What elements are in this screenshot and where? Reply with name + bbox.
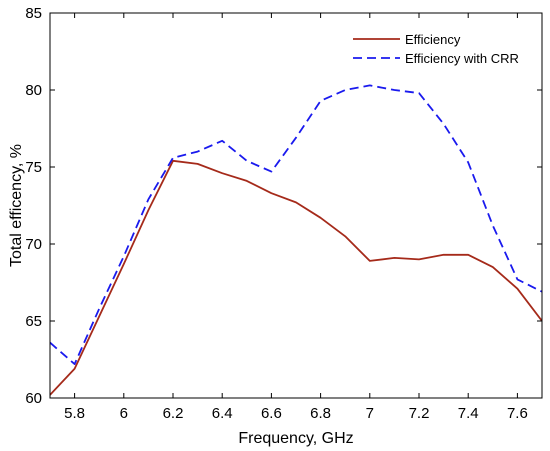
y-axis: 60 65 70 75 80 85 — [25, 5, 542, 407]
x-axis-label: Frequency, GHz — [238, 430, 353, 447]
x-tick-label: 6.6 — [261, 405, 282, 422]
y-tick-label: 60 — [25, 390, 42, 407]
x-tick-label: 6 — [120, 405, 128, 422]
series-line-efficiency-with-crr — [50, 84, 542, 366]
legend-label-efficiency: Efficiency — [405, 32, 461, 47]
legend-label-efficiency-with-crr: Efficiency with CRR — [405, 51, 519, 66]
x-tick-label: 6.4 — [212, 405, 233, 422]
series-line-efficiency — [50, 159, 542, 396]
x-tick-label: 6.2 — [163, 405, 184, 422]
x-axis: 5.8 6 6.2 6.4 6.6 6.8 7 7.2 7.4 7.6 — [64, 13, 528, 422]
plot-area — [50, 84, 542, 396]
x-tick-label: 7.2 — [409, 405, 430, 422]
plot-frame — [49, 12, 543, 399]
x-tick-label: 5.8 — [64, 405, 85, 422]
y-tick-label: 80 — [25, 82, 42, 99]
x-tick-label: 7 — [366, 405, 374, 422]
x-tick-label: 7.6 — [507, 405, 528, 422]
y-tick-label: 65 — [25, 313, 42, 330]
legend: Efficiency Efficiency with CRR — [353, 32, 519, 66]
y-tick-label: 85 — [25, 5, 42, 22]
x-tick-label: 6.8 — [310, 405, 331, 422]
x-tick-label: 7.4 — [458, 405, 479, 422]
y-axis-label: Total efficency, % — [8, 144, 25, 267]
y-tick-label: 75 — [25, 159, 42, 176]
y-tick-label: 70 — [25, 236, 42, 253]
